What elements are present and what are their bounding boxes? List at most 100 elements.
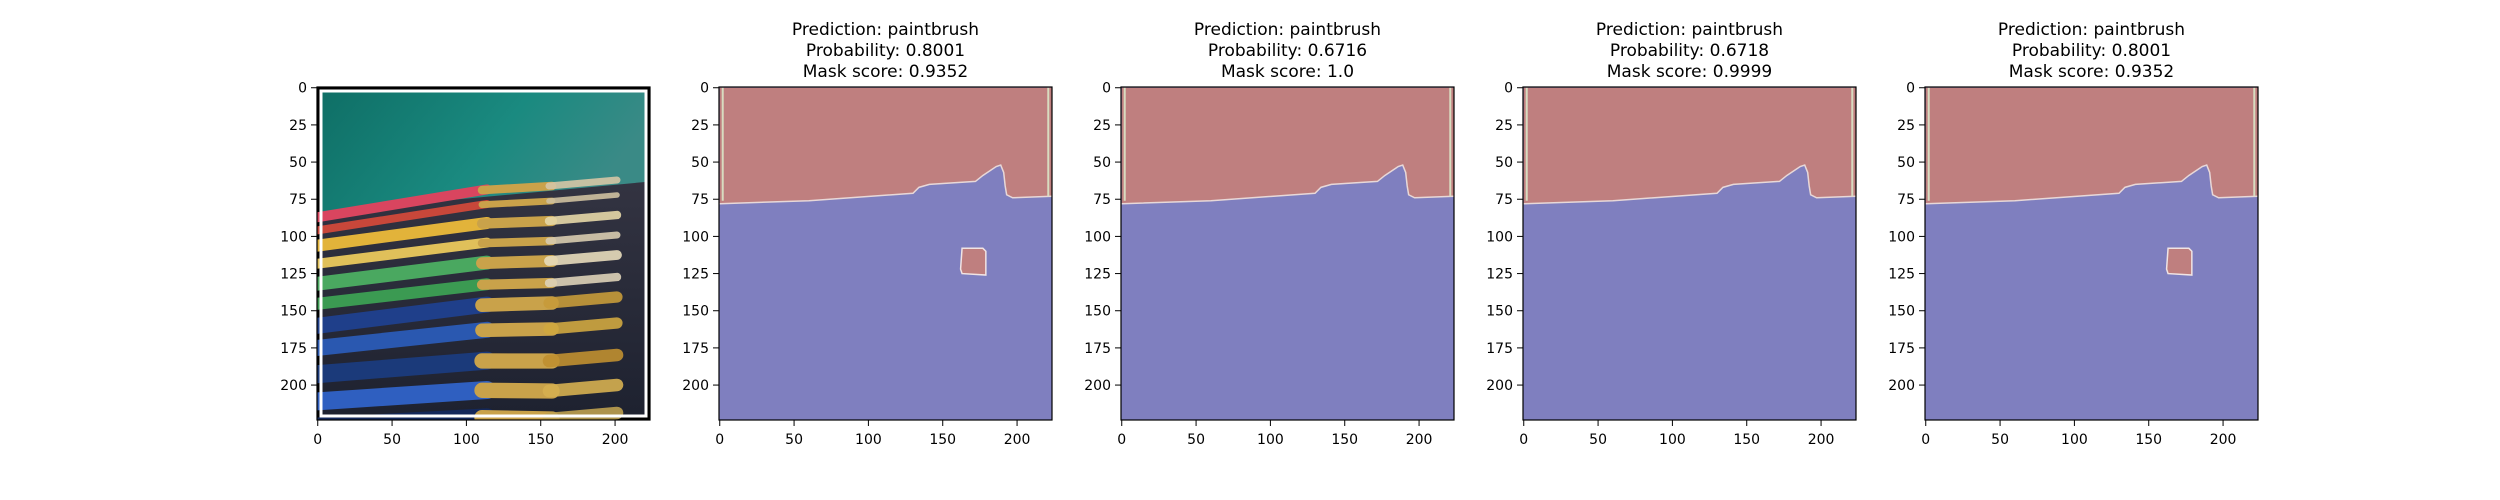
brush-ferrule-7	[475, 296, 559, 312]
y-tick-label: 175	[280, 341, 307, 357]
x-tick-label: 0	[715, 432, 724, 448]
brush-ferrule-6	[476, 277, 558, 290]
y-tick-label: 150	[1888, 304, 1915, 320]
panel-image	[317, 87, 650, 420]
panel-title-line-3: Mask score: 0.9352	[803, 62, 968, 82]
x-tick-label: 0	[1921, 432, 1930, 448]
y-tick-label: 75	[1093, 192, 1111, 208]
mask-region-object	[1121, 87, 1454, 204]
y-tick-label: 125	[682, 267, 709, 283]
axes-frame	[718, 86, 1053, 421]
y-tick-label: 25	[691, 118, 709, 134]
x-tick-label: 150	[2135, 432, 2162, 448]
y-tick-label: 75	[289, 192, 307, 208]
x-tick-label: 100	[453, 432, 480, 448]
y-tick-label: 50	[691, 155, 709, 171]
y-tick-label: 25	[1093, 118, 1111, 134]
mask-patch	[2165, 247, 2193, 276]
brush-bristles-2	[546, 192, 620, 204]
y-tick-label: 150	[1084, 304, 1111, 320]
brush-handle-9	[317, 351, 496, 384]
brush-bristles-1	[545, 176, 621, 190]
x-tick-label: 50	[1589, 432, 1607, 448]
brush-bristles-4	[545, 231, 621, 245]
brush-bristles-6	[544, 272, 622, 288]
y-tick-label: 50	[289, 155, 307, 171]
x-tick-label: 50	[1991, 432, 2009, 448]
x-tick-label: 200	[1808, 432, 1835, 448]
panel-title-line-2: Probability: 0.8001	[2012, 41, 2171, 61]
panel-title-line-1: Prediction: paintbrush	[1194, 20, 1381, 40]
x-tick-label: 100	[1257, 432, 1284, 448]
mask-patch	[959, 247, 987, 276]
panel-image	[1523, 87, 1856, 420]
y-tick-label: 100	[280, 229, 307, 245]
y-tick-label: 125	[1888, 267, 1915, 283]
axes-frame	[1120, 86, 1455, 421]
mask-boundary	[1925, 164, 2258, 205]
y-tick-label: 125	[1486, 267, 1513, 283]
y-tick-label: 100	[1486, 229, 1513, 245]
x-tick-label: 150	[1733, 432, 1760, 448]
x-tick-label: 150	[1331, 432, 1358, 448]
brush-ferrule-2	[478, 197, 556, 209]
x-tick-label: 100	[2061, 432, 2088, 448]
x-tick-label: 100	[855, 432, 882, 448]
mask-boundary	[1523, 164, 1856, 205]
brush-bristles-9	[542, 348, 624, 368]
y-tick-label: 100	[1084, 229, 1111, 245]
y-tick-label: 150	[1486, 304, 1513, 320]
x-tick-label: 0	[1117, 432, 1126, 448]
brush-handle-7	[317, 296, 495, 334]
y-tick-label: 50	[1093, 155, 1111, 171]
x-tick-label: 0	[1519, 432, 1528, 448]
y-tick-label: 25	[1495, 118, 1513, 134]
axes-frame	[1924, 86, 2259, 421]
brush-handle-4	[317, 237, 492, 269]
axes-frame	[316, 86, 651, 421]
mask-region-object	[1523, 87, 1856, 204]
x-tick-label: 50	[785, 432, 803, 448]
brush-ferrule-5	[476, 255, 558, 270]
brush-ferrule-8	[475, 322, 559, 338]
x-tick-label: 150	[527, 432, 554, 448]
brush-bristles-10	[542, 378, 624, 398]
brush-bristles-8	[543, 317, 623, 335]
brush-ferrule-10	[474, 382, 560, 399]
brush-handle-10	[317, 381, 496, 411]
brush-handle-5	[317, 255, 494, 291]
y-tick-label: 0	[700, 81, 709, 97]
x-tick-label: 200	[2210, 432, 2237, 448]
y-tick-label: 200	[682, 378, 709, 394]
y-tick-label: 0	[298, 81, 307, 97]
mask-region-object	[1925, 87, 2258, 204]
y-tick-label: 175	[1888, 341, 1915, 357]
panel-title-line-1: Prediction: paintbrush	[1596, 20, 1783, 40]
panel-image	[1925, 87, 2258, 420]
y-tick-label: 200	[1888, 378, 1915, 394]
panel-image	[1121, 87, 1454, 420]
y-tick-label: 125	[280, 267, 307, 283]
panel-image	[719, 87, 1052, 420]
y-tick-label: 50	[1897, 155, 1915, 171]
y-tick-label: 175	[1486, 341, 1513, 357]
y-tick-label: 200	[1084, 378, 1111, 394]
x-tick-label: 200	[602, 432, 629, 448]
x-tick-label: 100	[1659, 432, 1686, 448]
panel-title-line-1: Prediction: paintbrush	[1998, 20, 2185, 40]
axes-frame	[1522, 86, 1857, 421]
panel-title-line-2: Probability: 0.6716	[1208, 41, 1367, 61]
brush-ferrule-11	[474, 409, 560, 420]
y-tick-label: 150	[280, 304, 307, 320]
panel-title-line-3: Mask score: 1.0	[1221, 62, 1354, 82]
photo-white-border	[319, 89, 648, 418]
y-tick-label: 25	[1897, 118, 1915, 134]
brush-bristles-5	[544, 250, 622, 266]
brush-bristles-3	[544, 210, 622, 226]
x-tick-label: 0	[313, 432, 322, 448]
